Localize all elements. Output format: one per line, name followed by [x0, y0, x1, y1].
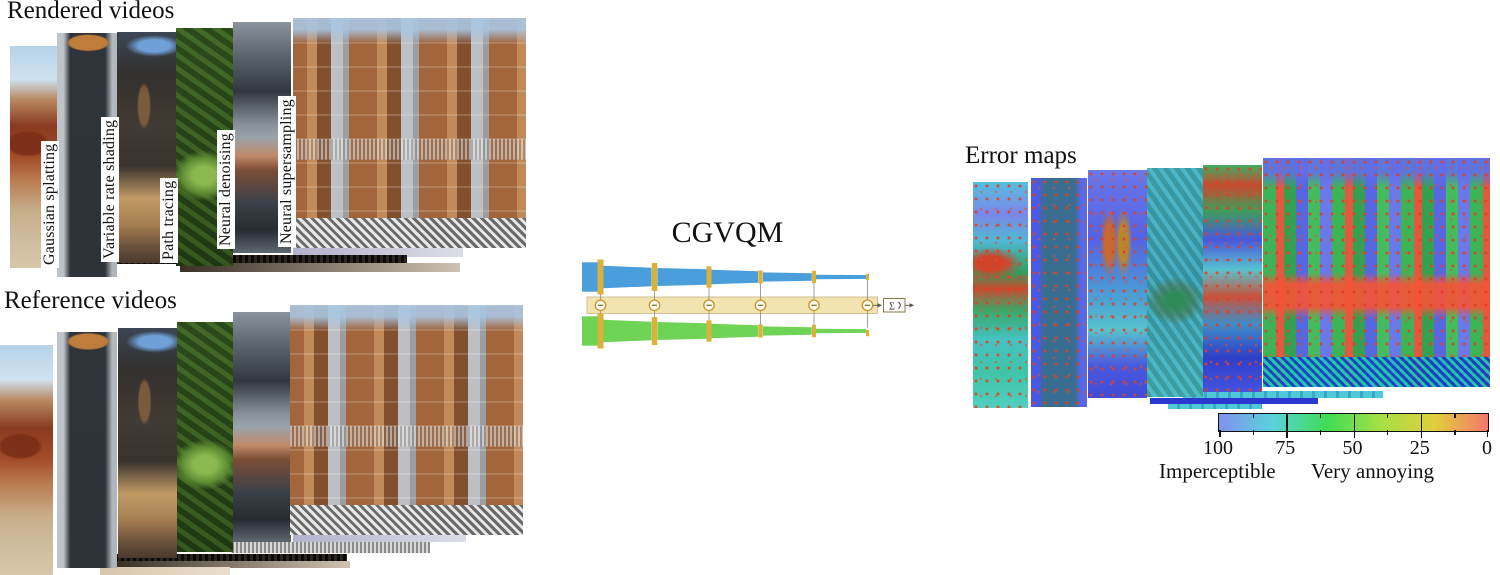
cgvqm-network-diagram: Σ — [582, 259, 914, 349]
stacked-video-edge — [293, 247, 463, 257]
rendered-feature-pyramid — [582, 262, 866, 292]
colorbar-tick — [1486, 430, 1489, 437]
colorbar-tick-labels: 100 75 50 25 0 — [1203, 437, 1492, 459]
pooling-glyph-arc — [898, 301, 901, 309]
stacked-video-edge — [113, 255, 407, 264]
stacked-map-edge — [1150, 398, 1318, 404]
error-maps-title: Error maps — [965, 142, 1077, 169]
feature-layer-bars-reference — [597, 313, 869, 349]
difference-nodes — [594, 299, 874, 312]
colorbar-minor-tick — [1454, 413, 1456, 418]
reference-video-desert — [0, 345, 53, 575]
method-label-path-tracing: Path tracing — [160, 177, 178, 263]
method-label-variable-rate-shading: Variable rate shading — [101, 116, 119, 262]
reference-video-cylinders — [290, 305, 523, 535]
reference-video-workshop — [118, 328, 177, 558]
error-map-desert — [973, 182, 1028, 408]
colorbar-minor-tick — [1387, 430, 1389, 435]
colorbar-right-caption: Very annoying — [1311, 459, 1435, 483]
colorbar-tick — [1420, 413, 1423, 438]
colorbar-tick — [1353, 413, 1355, 438]
rendered-videos-title: Rendered videos — [7, 0, 175, 24]
error-map-dress — [1031, 178, 1087, 407]
stacked-video-edge — [117, 561, 350, 568]
stacked-video-edge — [293, 532, 466, 542]
error-map-cylinders — [1263, 158, 1490, 387]
difference-band — [586, 296, 878, 314]
rendered-video-cylinders — [293, 18, 526, 248]
colorbar-minor-tick — [1319, 413, 1322, 418]
feature-layer-bars-rendered — [597, 259, 869, 295]
tick-label-25: 25 — [1409, 437, 1430, 459]
method-label-neural-supersampling: Neural supersampling — [278, 96, 296, 247]
colorbar-tick — [1286, 413, 1288, 438]
colorbar-minor-tick — [1252, 413, 1254, 418]
method-label-neural-frame-interpolation: Neural frame interpolation — [0, 86, 1, 268]
colorbar-minor-tick — [1454, 430, 1456, 435]
stacked-map-edge — [1168, 404, 1262, 409]
tick-label-100: 100 — [1203, 437, 1233, 459]
stacked-video-edge — [100, 567, 230, 575]
tick-label-50: 50 — [1342, 437, 1363, 459]
reference-video-dress — [57, 332, 117, 568]
stacked-video-edge — [180, 263, 460, 272]
error-map-machinery — [1203, 165, 1262, 392]
reference-videos-title: Reference videos — [4, 287, 177, 314]
colorbar-minor-tick — [1252, 430, 1254, 435]
colorbar-minor-tick — [1387, 413, 1389, 418]
metric-title: CGVQM — [671, 216, 784, 249]
method-label-gaussian-splatting: Gaussian splatting — [41, 140, 59, 268]
sum-operator-icon: Σ — [889, 302, 895, 313]
stacked-video-edge — [115, 554, 347, 562]
reference-video-plants — [177, 322, 233, 552]
tick-label-75: 75 — [1275, 437, 1296, 459]
colorbar-left-caption: Imperceptible — [1159, 459, 1276, 483]
method-label-neural-denoising: Neural denoising — [217, 130, 235, 249]
error-map-workshop — [1088, 170, 1147, 398]
colorbar-minor-tick — [1319, 430, 1322, 435]
reference-video-machinery — [233, 312, 291, 542]
colorbar-tick — [1219, 430, 1221, 437]
quality-colorbar — [1218, 413, 1489, 438]
stacked-map-edge — [1183, 391, 1383, 398]
stacked-video-edge — [230, 542, 430, 553]
reference-feature-pyramid — [582, 316, 866, 346]
tick-label-0: 0 — [1482, 437, 1492, 459]
error-map-plants — [1147, 168, 1203, 397]
